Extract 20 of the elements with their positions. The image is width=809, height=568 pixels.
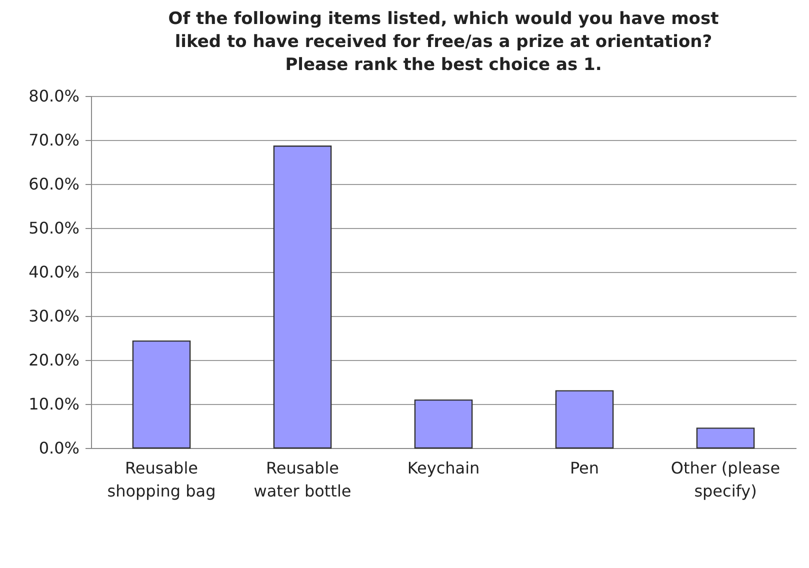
y-tick-label: 80.0% bbox=[28, 86, 80, 106]
y-tick-label: 20.0% bbox=[28, 350, 80, 370]
x-tick-label: Other (please specify) bbox=[670, 458, 780, 500]
y-tick-label: 40.0% bbox=[28, 262, 80, 282]
bar bbox=[414, 399, 473, 449]
x-tick-label: Reusable water bottle bbox=[254, 458, 352, 500]
y-tick-label: 50.0% bbox=[28, 218, 80, 238]
bar bbox=[132, 340, 191, 449]
bar bbox=[696, 428, 755, 449]
y-tick-label: 0.0% bbox=[38, 438, 80, 458]
x-tick-label: Keychain bbox=[407, 458, 480, 478]
y-tick-label: 60.0% bbox=[28, 174, 80, 194]
y-tick-label: 10.0% bbox=[28, 394, 80, 414]
x-tick-label: Reusable shopping bag bbox=[107, 458, 216, 500]
chart-title: Of the following items listed, which would you have most liked to have received for free/as a prize at orientation? Please rank the best choice as 1. bbox=[168, 9, 719, 75]
x-tick-label: Pen bbox=[570, 458, 600, 478]
y-tick-label: 30.0% bbox=[28, 306, 80, 326]
y-tick-label: 70.0% bbox=[28, 130, 80, 150]
bar bbox=[555, 390, 614, 449]
bar bbox=[273, 146, 332, 449]
